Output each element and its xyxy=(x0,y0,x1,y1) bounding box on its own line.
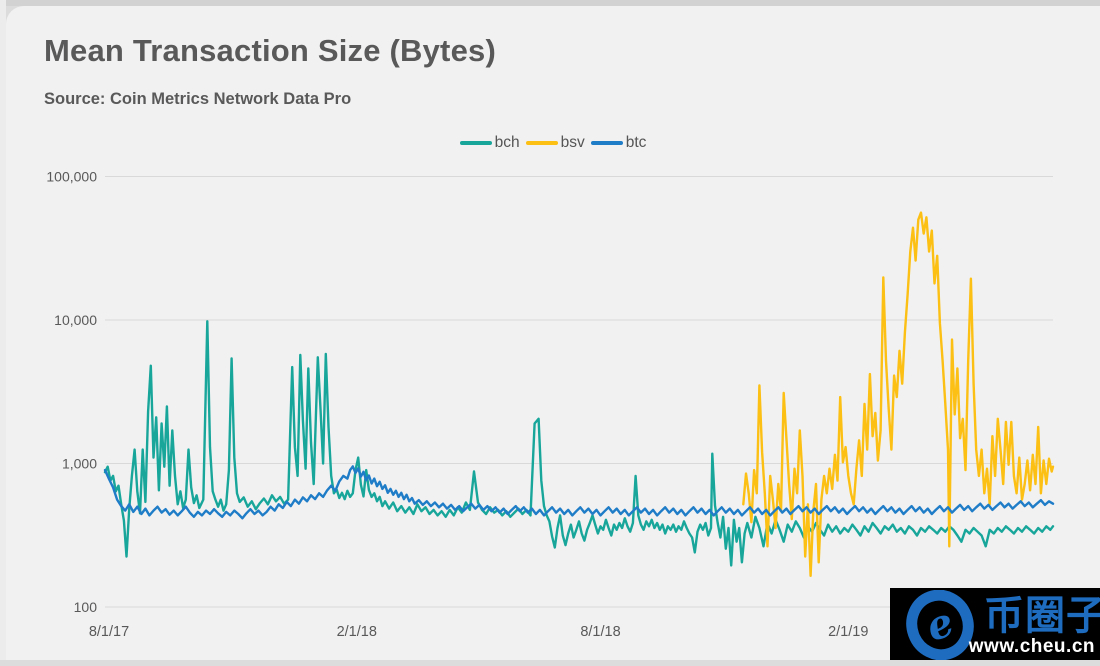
x-tick-label: 2/1/18 xyxy=(337,624,377,640)
series-line-bch xyxy=(105,321,1053,565)
watermark-url-text: www.cheu.cn xyxy=(969,636,1095,658)
x-tick-label: 2/1/19 xyxy=(828,624,868,640)
y-tick-label: 10,000 xyxy=(54,312,97,328)
x-tick-label: 8/1/18 xyxy=(580,624,620,640)
chart-card: Mean Transaction Size (Bytes) Source: Co… xyxy=(6,6,1100,660)
x-tick-label: 8/1/17 xyxy=(89,624,129,640)
series-line-bsv xyxy=(743,213,1053,576)
y-tick-label: 1,000 xyxy=(62,456,97,472)
series-line-btc xyxy=(105,466,1053,518)
watermark-box: e 币圈子 www.cheu.cn xyxy=(890,588,1100,660)
gridlines: 100 1,000 10,000 100,000 xyxy=(46,169,1053,616)
y-tick-label: 100,000 xyxy=(46,169,97,185)
y-tick-label: 100 xyxy=(74,599,98,615)
watermark-brand-text: 币圈子 xyxy=(984,590,1100,642)
line-chart: 100 1,000 10,000 100,000 8/1/17 2/1/18 8/1/18 2… xyxy=(6,6,1100,666)
